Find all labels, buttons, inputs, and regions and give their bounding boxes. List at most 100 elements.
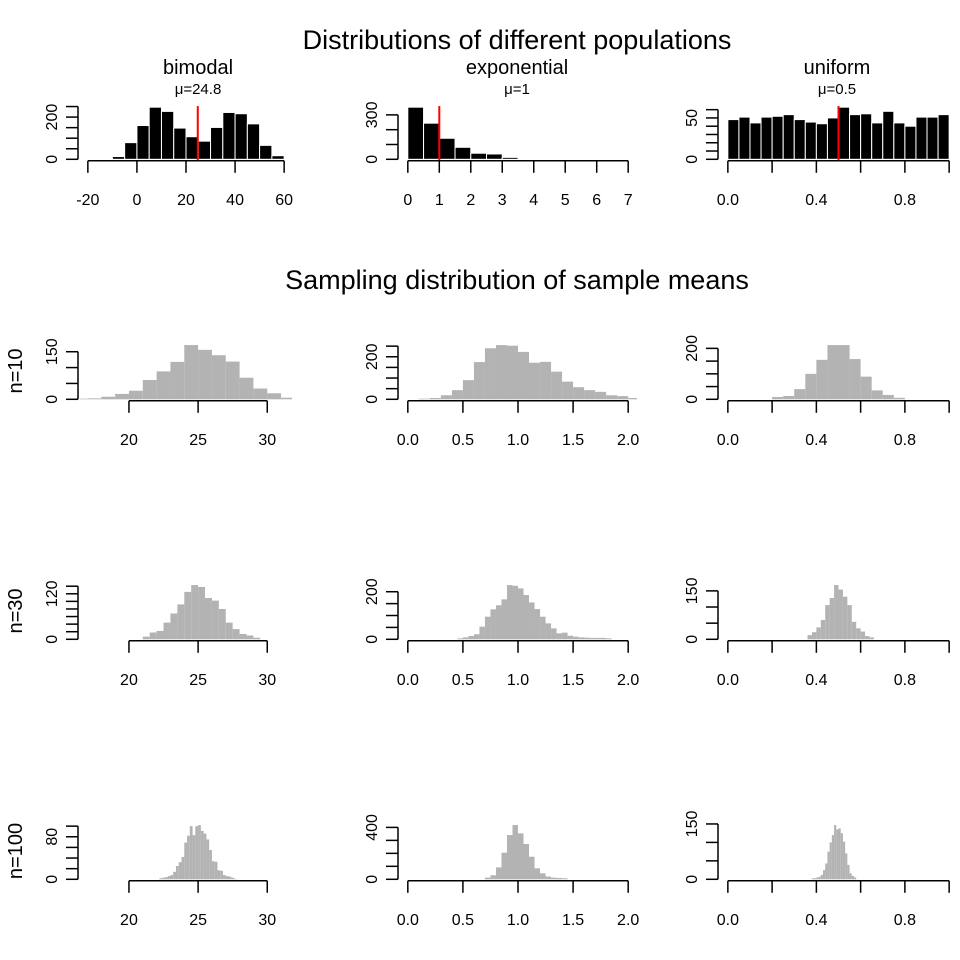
histogram-bar [454, 146, 472, 160]
histogram-bar [849, 359, 861, 400]
histogram-bar [811, 632, 817, 640]
histogram-bar [164, 877, 168, 880]
histogram-bar [829, 597, 835, 640]
histogram-bar [738, 116, 751, 160]
x-tick-label: 20 [120, 912, 138, 929]
histogram-bar [882, 110, 895, 160]
x-tick-label: 25 [189, 672, 207, 689]
x-tick-label: 0.0 [717, 192, 739, 209]
histogram-bar [827, 851, 830, 880]
histogram-bar [860, 376, 872, 400]
x-tick-label: 0.0 [717, 432, 739, 449]
x-tick-label: -20 [76, 192, 99, 209]
panel-mean-label: μ=24.8 [175, 81, 222, 98]
y-tick-label: 0 [364, 635, 381, 644]
histogram-bar [842, 596, 848, 640]
histogram-bar [149, 632, 157, 640]
histogram-bar [545, 623, 552, 640]
histogram-bar [484, 348, 496, 400]
bars [142, 585, 261, 640]
histogram-bar [211, 355, 226, 400]
x-tick-label: 3 [498, 192, 507, 209]
histogram-bar [783, 395, 795, 400]
histogram-bar [225, 361, 240, 400]
histogram-bar [815, 123, 828, 160]
histogram-bar [156, 630, 164, 640]
histogram-panel: 0.0 0.5 1.0 1.5 2.0 0 200 [364, 343, 639, 448]
histogram-bar [281, 397, 292, 400]
histogram-bar [239, 377, 254, 400]
panel-mean-label: μ=0.5 [818, 81, 856, 98]
histogram-panel: -20 0 20 40 60 0 200 bimodal μ=24.8 [44, 57, 293, 209]
histogram-bar [794, 389, 806, 400]
histogram-bar [534, 868, 541, 880]
histogram-bar [234, 878, 237, 880]
histogram-bar [518, 588, 524, 640]
histogram-bar [840, 833, 843, 880]
histogram-bar [847, 864, 850, 880]
histogram-bar [851, 621, 857, 640]
histogram-bar [860, 113, 873, 160]
y-tick-label: 0 [364, 875, 381, 884]
y-tick-label: 0 [684, 155, 701, 164]
histogram-panel: 0.0 0.4 0.8 0 50 uniform μ=0.5 [684, 57, 950, 209]
histogram-bar [904, 125, 917, 160]
histogram-panel: 20 25 30 0 80 [44, 825, 276, 929]
histogram-bar [407, 106, 425, 160]
histogram-bar [222, 111, 236, 160]
histogram-bar [490, 875, 496, 880]
y-tick-label: 120 [44, 580, 61, 607]
histogram-bar [805, 373, 817, 400]
y-tick-label: 0 [364, 395, 381, 404]
histogram-bar [825, 605, 830, 640]
histogram-bar [271, 155, 285, 160]
x-tick-label: 0.0 [717, 912, 739, 929]
x-tick-label: 0.0 [397, 432, 419, 449]
y-tick-label: 200 [684, 335, 701, 362]
x-tick-label: 0.8 [894, 912, 916, 929]
histogram-bar [184, 345, 199, 400]
bars [418, 345, 637, 400]
histogram-bar [259, 144, 273, 160]
histogram-bar [845, 853, 848, 880]
histogram-bar [438, 137, 456, 160]
histogram-bar [851, 875, 854, 880]
histogram-bar [506, 585, 513, 640]
histogram-bar [198, 825, 201, 880]
histogram-panel: 0.0 0.4 0.8 0 200 [684, 335, 950, 449]
x-tick-label: 0 [403, 192, 412, 209]
histogram-bar [195, 826, 199, 880]
x-tick-label: 7 [624, 192, 633, 209]
histogram-bar [749, 122, 762, 160]
histogram-bar [595, 391, 607, 400]
histogram-bar [148, 106, 162, 160]
histogram-bar [829, 842, 832, 880]
histogram-bar [893, 122, 906, 160]
x-tick-label: 0.4 [805, 912, 827, 929]
histogram-bar [529, 362, 541, 400]
x-tick-label: 30 [258, 912, 276, 929]
bars [772, 345, 905, 400]
histogram-bar [486, 153, 503, 160]
histogram-bar [462, 637, 469, 640]
histogram-bar [847, 605, 852, 640]
histogram-bar [540, 616, 546, 640]
x-tick-label: 1.5 [562, 432, 584, 449]
bars [811, 825, 857, 880]
histogram-bar [185, 136, 199, 160]
histogram-panel: 0.0 0.4 0.8 0 150 [684, 811, 950, 929]
histogram-bar [860, 631, 866, 640]
histogram-bar [562, 878, 568, 880]
histogram-bar [529, 602, 535, 640]
histogram-bar [727, 119, 740, 160]
histogram-bar [551, 371, 563, 400]
y-tick-label: 80 [44, 828, 61, 846]
histogram-panel: 0.0 0.5 1.0 1.5 2.0 0 400 [364, 814, 639, 929]
histogram-bar [534, 609, 541, 640]
histogram-bar [573, 636, 579, 640]
histogram-bar [170, 875, 174, 880]
histogram-bar [231, 877, 235, 880]
histogram-bar [211, 600, 219, 640]
histogram-bar [167, 876, 171, 880]
histogram-bar [209, 850, 212, 880]
